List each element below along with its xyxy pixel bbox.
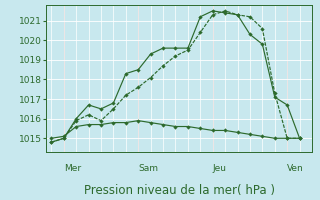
Text: Pression niveau de la mer( hPa ): Pression niveau de la mer( hPa )	[84, 184, 275, 197]
Text: Sam: Sam	[138, 164, 158, 173]
Text: Jeu: Jeu	[213, 164, 227, 173]
Text: Mer: Mer	[64, 164, 81, 173]
Text: Ven: Ven	[287, 164, 304, 173]
